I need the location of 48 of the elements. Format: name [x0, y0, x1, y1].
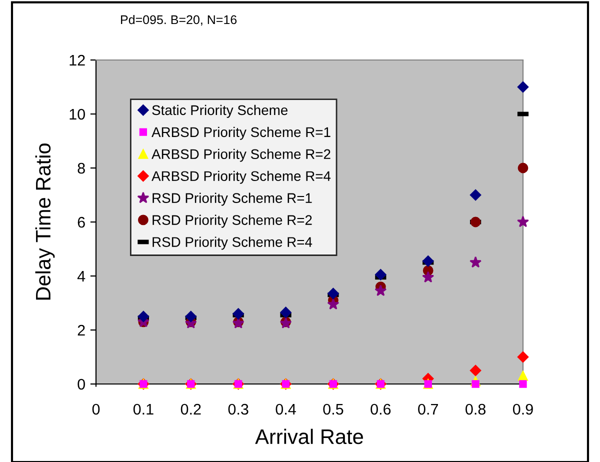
y-axis-title: Delay Time Ratio: [35, 144, 55, 300]
x-tick-label: 0.4: [276, 404, 296, 415]
point: [422, 271, 434, 283]
point: [375, 269, 386, 280]
point: [470, 216, 481, 228]
point: [472, 380, 480, 388]
point: [470, 364, 482, 376]
chart-title: Pd=095. B=20, N=16: [121, 14, 237, 26]
x-tick-label: 0.1: [133, 404, 154, 415]
point: [470, 256, 482, 268]
point: [422, 256, 434, 267]
point: [232, 308, 244, 320]
x-axis-title: Arrival Rate: [255, 428, 363, 444]
y-tick-label: 4: [77, 271, 86, 282]
y-tick-label: 6: [78, 216, 85, 228]
x-tick-label: 0.3: [228, 404, 248, 415]
x-tick-label: 0.5: [323, 404, 344, 415]
point: [138, 310, 150, 322]
x-tick-label: 0.8: [466, 404, 486, 415]
point: [470, 189, 482, 201]
legend-label: Static Priority Scheme: [152, 104, 288, 118]
point: [327, 298, 340, 310]
x-tick-label: 0.7: [418, 404, 438, 415]
legend-label: ARBSD Priority Scheme R=2: [152, 148, 330, 162]
y-tick-label: 2: [78, 324, 85, 336]
legend-label: RSD Priority Scheme R=2: [152, 214, 312, 228]
point: [518, 162, 528, 174]
point: [517, 216, 529, 228]
x-tick-label: 0.6: [370, 404, 391, 415]
point: [374, 284, 387, 296]
legend-label: ARBSD Priority Scheme R=1: [152, 126, 330, 140]
x-tick-label: 0.2: [180, 404, 201, 415]
y-tick-label: 10: [70, 108, 85, 120]
point: [517, 351, 529, 363]
legend-label: RSD Priority Scheme R=1: [152, 192, 312, 206]
point: [518, 371, 528, 381]
point: [280, 306, 292, 318]
point: [519, 380, 527, 388]
point: [517, 81, 529, 93]
x-tick-label: 0.9: [512, 404, 533, 415]
point: [185, 310, 196, 322]
y-tick-label: 8: [78, 162, 85, 174]
point: [328, 288, 339, 300]
x-tick-label: 0: [92, 404, 100, 415]
legend-label: RSD Priority Scheme R=4: [152, 236, 312, 250]
legend-label: ARBSD Priority Scheme R=4: [152, 170, 331, 184]
y-tick-label: 0: [78, 378, 85, 390]
y-tick-label: 12: [70, 54, 85, 66]
